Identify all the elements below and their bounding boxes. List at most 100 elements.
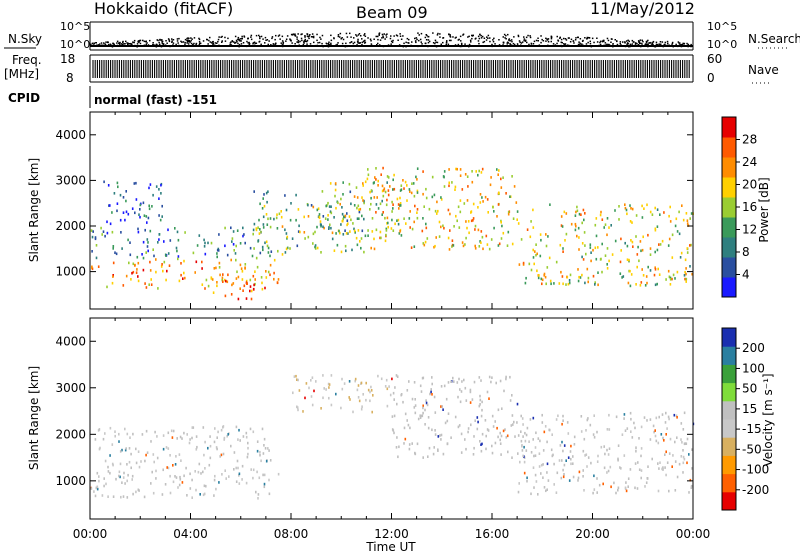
echo-mark	[348, 215, 351, 218]
nsky-point	[212, 42, 214, 45]
echo-mark	[657, 267, 659, 271]
velocity-colorbar-label: Velocity [m s⁻¹]	[761, 373, 775, 466]
echo-mark	[234, 252, 237, 255]
echo-mark	[195, 448, 198, 451]
echo-mark	[479, 193, 482, 196]
nsky-point	[579, 38, 582, 40]
echo-mark	[95, 256, 98, 260]
echo-mark	[413, 381, 416, 384]
echo-mark	[375, 228, 378, 232]
echo-mark	[500, 177, 502, 181]
nsky-point	[675, 43, 677, 46]
echo-mark	[479, 240, 481, 243]
echo-mark	[202, 426, 205, 429]
echo-mark	[479, 403, 481, 406]
echo-mark	[644, 485, 646, 488]
echo-mark	[183, 431, 185, 435]
nsky-point	[182, 41, 185, 43]
echo-mark	[434, 209, 437, 213]
echo-mark	[477, 173, 479, 177]
echo-mark	[393, 431, 395, 435]
echo-mark	[419, 414, 421, 417]
echo-mark	[123, 471, 125, 475]
nsky-point	[503, 33, 506, 36]
echo-mark	[381, 199, 383, 203]
nsky-point	[291, 42, 293, 44]
colorbar-swatch	[722, 217, 736, 238]
nsky-point	[634, 43, 637, 45]
nsky-point	[363, 40, 365, 42]
echo-mark	[314, 245, 316, 249]
nsky-point	[420, 32, 423, 35]
echo-mark	[296, 378, 298, 381]
echo-mark	[463, 378, 465, 382]
xtick-label: 04:00	[173, 527, 208, 541]
echo-mark	[135, 181, 137, 185]
nsky-point	[243, 36, 246, 38]
nsky-point	[198, 37, 200, 40]
echo-mark	[399, 202, 402, 205]
echo-mark	[266, 223, 269, 226]
echo-mark	[545, 233, 547, 236]
echo-mark	[109, 426, 112, 430]
echo-mark	[669, 283, 672, 286]
echo-mark	[278, 212, 281, 216]
nsky-point	[195, 42, 198, 45]
echo-mark	[506, 244, 509, 247]
echo-mark	[614, 239, 617, 243]
echo-mark	[144, 228, 146, 232]
echo-mark	[424, 240, 427, 244]
echo-mark	[369, 208, 371, 211]
echo-mark	[473, 380, 476, 384]
echo-mark	[251, 254, 254, 258]
echo-mark	[241, 478, 243, 481]
echo-mark	[121, 448, 123, 452]
echo-mark	[385, 378, 388, 382]
nsky-point	[527, 34, 529, 37]
echo-mark	[237, 438, 239, 441]
nsky-point	[341, 42, 344, 45]
echo-mark	[560, 224, 563, 227]
nsky-point	[320, 38, 322, 40]
echo-mark	[551, 454, 554, 458]
nsky-point	[614, 39, 616, 41]
echo-mark	[224, 294, 227, 298]
echo-mark	[398, 207, 400, 210]
echo-mark	[413, 220, 415, 224]
nsky-point	[187, 39, 189, 41]
nsky-point	[402, 35, 404, 37]
echo-mark	[632, 245, 634, 248]
echo-mark	[259, 450, 261, 454]
echo-mark	[352, 222, 354, 225]
velocity-heatmap	[90, 374, 695, 500]
echo-mark	[645, 275, 648, 278]
echo-mark	[511, 414, 514, 417]
echo-mark	[576, 234, 578, 238]
nsky-point	[217, 38, 220, 41]
echo-mark	[256, 265, 259, 269]
nsky-point	[360, 35, 362, 37]
echo-mark	[385, 233, 387, 237]
nsky-point	[471, 37, 473, 40]
ytick-label: 3000	[55, 381, 86, 395]
nsky-point	[383, 33, 385, 35]
echo-mark	[589, 246, 592, 249]
echo-mark	[582, 475, 584, 478]
nsky-point	[250, 38, 253, 41]
echo-mark	[109, 471, 111, 475]
echo-mark	[596, 491, 598, 494]
echo-mark	[295, 193, 297, 197]
echo-mark	[121, 247, 123, 250]
echo-mark	[349, 230, 351, 233]
echo-mark	[451, 181, 453, 184]
nsky-point	[445, 41, 448, 43]
echo-mark	[665, 473, 667, 477]
echo-mark	[534, 446, 537, 449]
nsky-point	[379, 39, 382, 41]
echo-mark	[329, 223, 331, 227]
nsky-point	[680, 43, 682, 46]
echo-mark	[97, 265, 100, 268]
nsky-point	[556, 42, 558, 45]
echo-mark	[464, 243, 466, 246]
echo-mark	[560, 215, 563, 218]
